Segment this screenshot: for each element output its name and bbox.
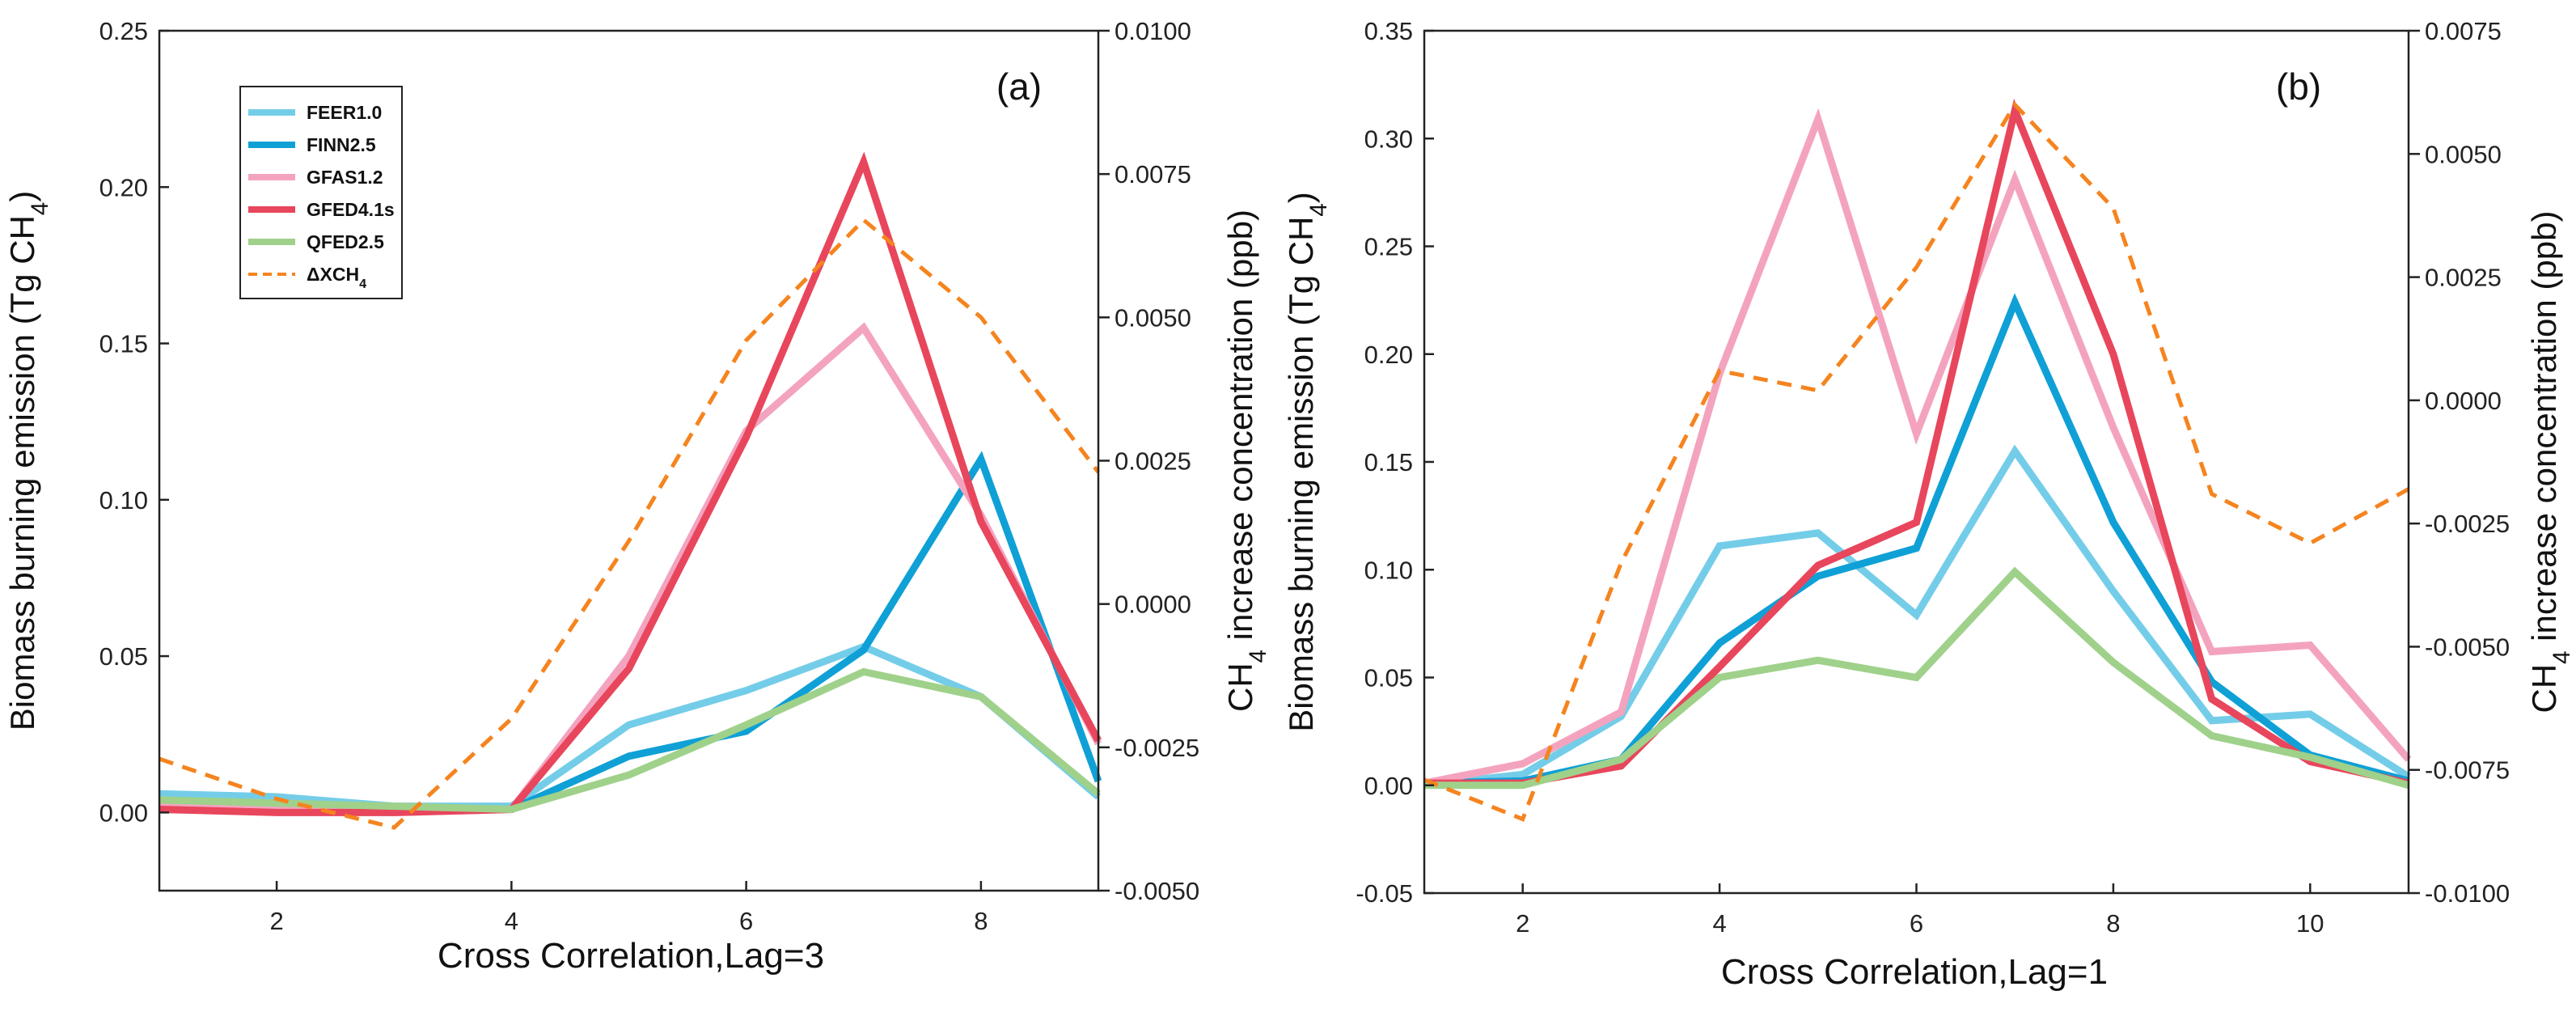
y2-tick-label: 0.0050: [2425, 140, 2502, 168]
series-line-qfed25: [1424, 566, 2410, 790]
y2-tick-label: -0.0025: [2425, 510, 2510, 538]
y2-tick-label: 0.0025: [1115, 447, 1191, 476]
y-axis-label: Biomass burning emission (Tg CH4): [1282, 192, 1332, 732]
x-axis-label: Cross Correlation,Lag=1: [1721, 952, 2108, 992]
x-axis-label: Cross Correlation,Lag=3: [438, 936, 824, 976]
y-tick-label: 0.35: [1364, 17, 1413, 45]
y2-tick-label: 0.0025: [2425, 264, 2502, 292]
x-tick-label: 4: [1712, 909, 1726, 938]
y-axis-label: Biomass burning emission (Tg CH4): [3, 191, 53, 731]
y2-tick-label: 0.0000: [1115, 591, 1191, 619]
y-tick-label: 0.10: [1364, 556, 1413, 584]
y2-axis-label: CH4 increase concentration (ppb): [2525, 210, 2575, 713]
x-tick-label: 2: [1516, 909, 1529, 938]
x-tick-label: 10: [2296, 909, 2324, 938]
y-tick-label: 0.25: [99, 17, 148, 45]
y-tick-label: 0.00: [99, 798, 148, 827]
y2-axis-label: CH4 increase concentration (ppb): [1221, 210, 1271, 712]
y-tick-label: 0.05: [1364, 664, 1413, 692]
y-tick-label: -0.05: [1356, 879, 1413, 908]
x-tick-label: 6: [1910, 909, 1923, 938]
series-line-finn25: [159, 451, 1102, 813]
y2-tick-label: -0.0025: [1115, 734, 1199, 762]
panel-label: (b): [2276, 66, 2321, 108]
y-tick-label: 0.00: [1364, 772, 1413, 800]
legend: FEER1.0 FINN2.5 GFAS1.2 GFED4.1s QFED2.5 ΔXCH…: [239, 86, 403, 299]
series-line-finn25: [1423, 293, 2410, 787]
y-tick-label: 0.30: [1364, 125, 1413, 153]
legend-entry: GFAS1.2: [307, 167, 383, 188]
series-line-gfed41s: [1424, 98, 2409, 787]
x-tick-label: 8: [974, 907, 988, 935]
legend-entry: FINN2.5: [307, 134, 376, 155]
y-tick-label: 0.10: [99, 486, 148, 514]
y2-tick-label: -0.0050: [1115, 877, 1199, 905]
y2-tick-label: 0.0075: [2425, 17, 2502, 45]
series-line-xch4: [1423, 101, 2410, 822]
y-tick-label: 0.15: [1364, 448, 1413, 476]
x-tick-label: 4: [505, 907, 518, 935]
x-tick-label: 2: [270, 907, 284, 935]
panel-label: (a): [996, 66, 1042, 108]
series-line-gfas12: [1423, 108, 2412, 787]
legend-entry: GFED4.1s: [307, 199, 395, 220]
legend-entry: FEER1.0: [307, 102, 382, 123]
y2-tick-label: 0.0050: [1115, 303, 1191, 332]
series-line-feer10: [159, 642, 1101, 811]
y-tick-label: 0.15: [99, 330, 148, 358]
y2-tick-label: -0.0075: [2425, 756, 2510, 785]
series-line-qfed25: [159, 667, 1101, 814]
legend-entry: ΔXCH4: [307, 264, 366, 291]
y2-tick-label: -0.0050: [2425, 633, 2510, 661]
series-line-gfed41s: [159, 151, 1102, 816]
plot-frame: [1423, 29, 2410, 895]
x-tick-label: 8: [2106, 909, 2120, 938]
legend-box: [239, 86, 403, 299]
x-tick-label: 6: [739, 907, 753, 935]
y-tick-label: 0.05: [99, 642, 148, 671]
y-tick-label: 0.20: [1364, 341, 1413, 369]
y-tick-label: 0.20: [99, 173, 148, 201]
series-line-xch4: [159, 217, 1100, 830]
y2-tick-label: 0.0000: [2425, 387, 2502, 415]
chart-panel-a: 2 4 6 8 0.00 0.05 0.10 0.15 0.20 0.25 -0.0050 -0.00…: [3, 17, 1271, 976]
chart-panel-b: 2 4 6 8 10 -0.05 0.00 0.05 0.10 0.15 0.20 0.25 0.30 0…: [1282, 17, 2575, 992]
series-line-gfas12: [159, 322, 1102, 816]
y2-tick-label: 0.0075: [1115, 160, 1191, 188]
y-tick-label: 0.25: [1364, 233, 1413, 261]
y2-tick-label: 0.0100: [1115, 17, 1191, 45]
y2-tick-label: -0.0100: [2425, 879, 2510, 908]
legend-entry: QFED2.5: [307, 231, 384, 252]
